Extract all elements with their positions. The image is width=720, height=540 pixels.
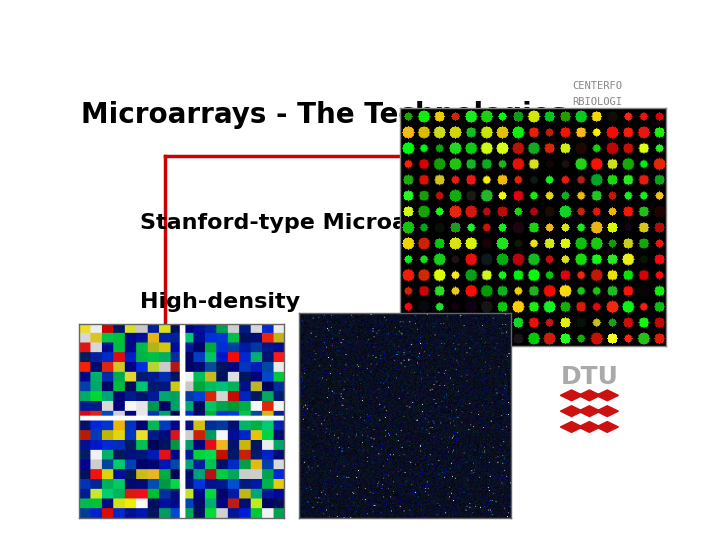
Polygon shape xyxy=(578,422,600,433)
Polygon shape xyxy=(578,406,600,416)
Polygon shape xyxy=(560,390,582,401)
Polygon shape xyxy=(560,406,582,416)
Polygon shape xyxy=(596,390,618,401)
Text: Microarrays - The Technologies: Microarrays - The Technologies xyxy=(81,100,567,129)
Text: CALSEQU: CALSEQU xyxy=(572,113,616,123)
Text: Stanford-type Microarrays: Stanford-type Microarrays xyxy=(140,213,472,233)
Text: RBIOLOGI: RBIOLOGI xyxy=(572,97,623,107)
Text: DTU: DTU xyxy=(560,364,618,389)
Polygon shape xyxy=(596,422,618,433)
Polygon shape xyxy=(578,390,600,401)
Text: ENCEANA: ENCEANA xyxy=(572,129,616,139)
Polygon shape xyxy=(596,406,618,416)
Text: LYSIS: LYSIS xyxy=(572,145,610,154)
Polygon shape xyxy=(560,422,582,433)
Text: High-density: High-density xyxy=(140,292,300,312)
Text: CBS: CBS xyxy=(601,145,620,154)
Text: CENTERFO: CENTERFO xyxy=(572,82,623,91)
